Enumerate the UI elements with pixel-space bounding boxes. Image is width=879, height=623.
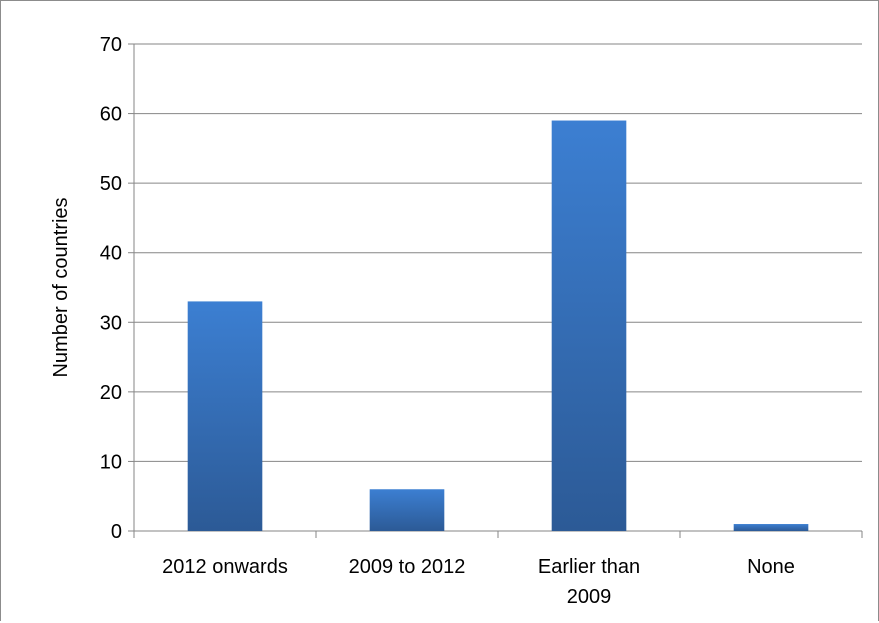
y-tick-label-40: 40 [100,243,122,265]
bar-none [733,524,809,531]
y-tick-label-20: 20 [100,382,122,404]
y-tick-label-50: 50 [100,173,122,195]
x-tick-label-earlier-than-2009: Earlier than 2009 [538,556,640,608]
y-tick-label-60: 60 [100,104,122,126]
x-tick-label-2012-onwards: 2012 onwards [162,556,288,578]
bars [187,120,809,532]
y-tick-label-10: 10 [100,451,122,473]
labels: 0 10 20 30 40 50 60 70 2012 onwards 2009 to 2012 E… [100,34,795,608]
y-tick-label-0: 0 [111,521,122,543]
bar-2009-to-2012 [369,489,445,531]
bar-2012-onwards [187,301,263,531]
y-tick-label-70: 70 [100,34,122,56]
bar-earlier-than-2009 [551,120,627,532]
x-tick-label-2009-to-2012: 2009 to 2012 [349,556,466,578]
y-axis-title: Number of countries [50,197,72,377]
y-tick-label-30: 30 [100,312,122,334]
x-tick-label-none: None [747,556,795,578]
